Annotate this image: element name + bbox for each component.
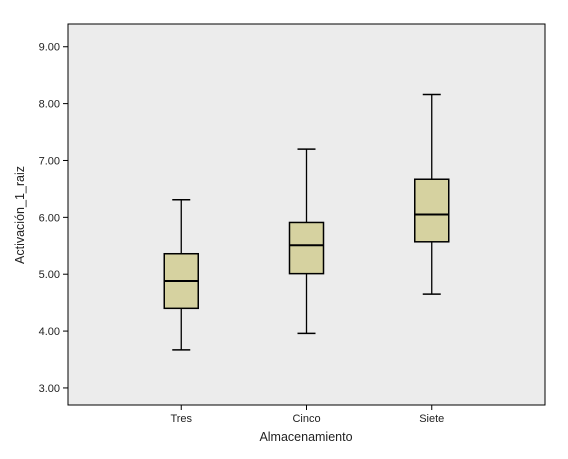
iqr-box xyxy=(288,221,325,275)
box-tres xyxy=(163,198,199,351)
iqr-box xyxy=(414,178,450,243)
box-cinco xyxy=(288,148,325,335)
y-tick-label: 6.00 xyxy=(39,212,60,224)
y-tick-label: 9.00 xyxy=(39,42,60,54)
x-tick-label: Cinco xyxy=(292,413,320,425)
y-tick-label: 5.00 xyxy=(39,269,60,281)
boxes xyxy=(163,93,450,351)
x-tick-label: Tres xyxy=(170,413,192,425)
y-tick-label: 8.00 xyxy=(39,99,60,111)
y-tick-label: 3.00 xyxy=(39,383,60,395)
y-tick-label: 4.00 xyxy=(39,326,60,338)
x-axis-title: Almacenamiento xyxy=(259,430,352,444)
x-axis: Tres Cinco Siete xyxy=(170,405,444,425)
y-tick-label: 7.00 xyxy=(39,155,60,167)
box-siete xyxy=(414,93,450,295)
y-axis-title: Activación_1_raiz xyxy=(13,166,27,264)
x-tick-label: Siete xyxy=(419,413,444,425)
y-axis: 3.00 4.00 5.00 6.00 7.00 8.00 9.00 xyxy=(39,42,68,395)
